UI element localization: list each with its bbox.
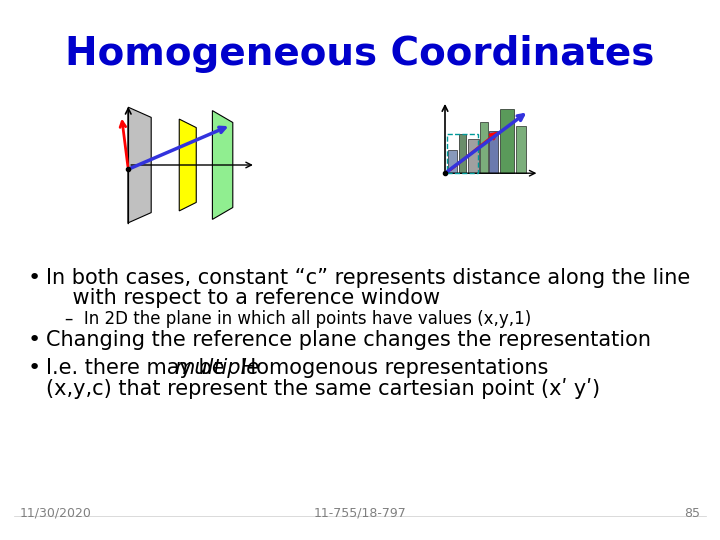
Bar [516,126,526,173]
Text: multiple: multiple [175,358,260,378]
Text: •: • [28,358,41,378]
Bar [490,131,498,173]
Text: (x,y,c) that represent the same cartesian point (xʹ yʹ): (x,y,c) that represent the same cartesia… [46,378,600,399]
Text: Homogeneous Coordinates: Homogeneous Coordinates [66,35,654,73]
Polygon shape [212,111,233,219]
Polygon shape [128,107,151,223]
Text: •: • [28,330,41,350]
Text: •: • [28,268,41,288]
Text: In both cases, constant “c” represents distance along the line: In both cases, constant “c” represents d… [46,268,690,288]
Bar [449,150,457,173]
Text: 85: 85 [684,507,700,520]
Polygon shape [179,119,197,211]
Text: 11/30/2020: 11/30/2020 [20,507,92,520]
Text: –  In 2D the plane in which all points have values (x,y,1): – In 2D the plane in which all points ha… [65,310,531,328]
Text: with respect to a reference window: with respect to a reference window [46,288,440,308]
Text: Homogenous representations: Homogenous representations [234,358,548,378]
Text: Changing the reference plane changes the representation: Changing the reference plane changes the… [46,330,651,350]
Bar [468,139,479,173]
Bar [500,109,514,173]
Text: 11-755/18-797: 11-755/18-797 [314,507,406,520]
Bar [459,134,467,173]
Bar [480,123,487,173]
Bar [446,134,478,173]
Text: I.e. there may be: I.e. there may be [46,358,231,378]
